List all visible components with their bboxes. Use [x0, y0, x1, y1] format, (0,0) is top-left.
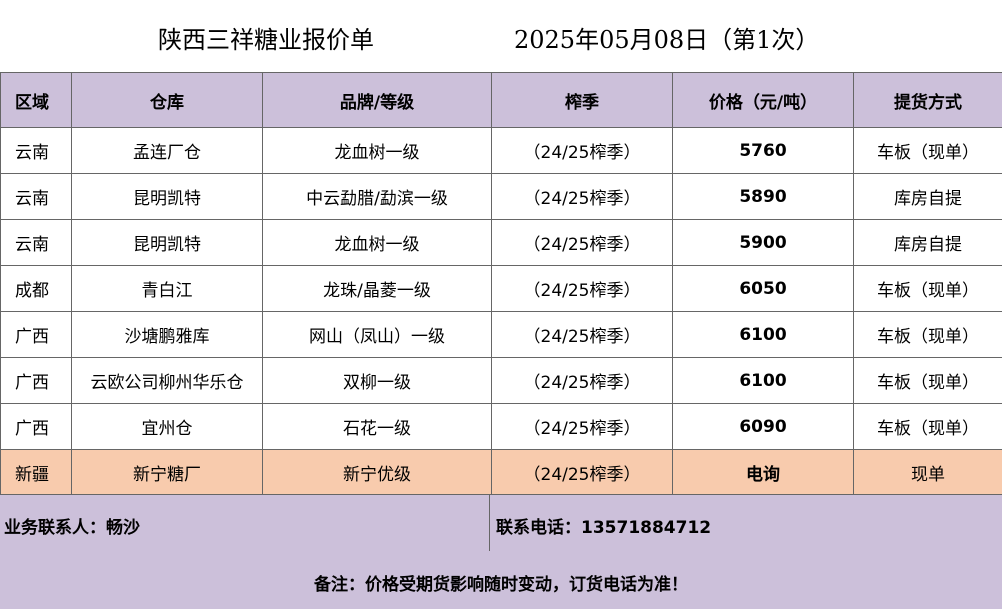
season-cell: （24/25榨季） — [491, 219, 673, 266]
season-cell: （24/25榨季） — [491, 403, 673, 450]
delivery-cell: 车板（现单） — [853, 403, 1002, 450]
table-row: 成都 青白江 龙珠/晶菱一级 （24/25榨季） 6050 车板（现单） — [0, 265, 1002, 312]
remark-row: 备注：价格受期货影响随时变动，订货电话为准！ — [0, 551, 1002, 609]
region-cell: 成都 — [0, 265, 72, 312]
contact-person: 业务联系人：畅沙 — [4, 518, 140, 538]
contact-phone: 联系电话：13571884712 — [496, 518, 712, 538]
price-cell: 6100 — [672, 311, 854, 358]
brand-cell: 石花一级 — [262, 403, 492, 450]
delivery-cell: 库房自提 — [853, 219, 1002, 266]
brand-cell: 双柳一级 — [262, 357, 492, 404]
delivery-cell: 车板（现单） — [853, 357, 1002, 404]
season-cell: （24/25榨季） — [491, 127, 673, 174]
price-cell: 6050 — [672, 265, 854, 312]
table-row: 广西 云欧公司柳州华乐仓 双柳一级 （24/25榨季） 6100 车板（现单） — [0, 357, 1002, 404]
warehouse-cell: 新宁糖厂 — [71, 449, 263, 496]
price-table: 区域 仓库 品牌/等级 榨季 价格（元/吨） 提货方式 云南 孟连厂仓 龙血树一… — [0, 72, 1002, 496]
table-row: 云南 昆明凯特 中云勐腊/勐滨一级 （24/25榨季） 5890 库房自提 — [0, 173, 1002, 220]
region-cell: 广西 — [0, 403, 72, 450]
column-header: 品牌/等级 — [262, 72, 492, 128]
season-cell: （24/25榨季） — [491, 357, 673, 404]
brand-cell: 龙血树一级 — [262, 127, 492, 174]
table-row-highlighted: 新疆 新宁糖厂 新宁优级 （24/25榨季） 电询 现单 — [0, 449, 1002, 496]
delivery-cell: 现单 — [853, 449, 1002, 496]
contact-row: 业务联系人：畅沙 联系电话：13571884712 — [0, 494, 1002, 552]
sheet-title: 陕西三祥糖业报价单 — [158, 26, 374, 54]
brand-cell: 网山（凤山）一级 — [262, 311, 492, 358]
column-header: 提货方式 — [853, 72, 1002, 128]
price-cell: 5900 — [672, 219, 854, 266]
contact-phone-cell: 联系电话：13571884712 — [490, 495, 1002, 551]
title-row: 陕西三祥糖业报价单 2025年05月08日（第1次） — [0, 0, 1002, 73]
price-cell: 电询 — [672, 449, 854, 496]
table-row: 云南 昆明凯特 龙血树一级 （24/25榨季） 5900 库房自提 — [0, 219, 1002, 266]
delivery-cell: 车板（现单） — [853, 311, 1002, 358]
delivery-cell: 车板（现单） — [853, 265, 1002, 312]
delivery-cell: 库房自提 — [853, 173, 1002, 220]
column-header: 区域 — [0, 72, 72, 128]
season-cell: （24/25榨季） — [491, 311, 673, 358]
warehouse-cell: 青白江 — [71, 265, 263, 312]
warehouse-cell: 沙塘鹏雅库 — [71, 311, 263, 358]
region-cell: 新疆 — [0, 449, 72, 496]
table-row: 广西 宜州仓 石花一级 （24/25榨季） 6090 车板（现单） — [0, 403, 1002, 450]
brand-cell: 新宁优级 — [262, 449, 492, 496]
season-cell: （24/25榨季） — [491, 449, 673, 496]
delivery-cell: 车板（现单） — [853, 127, 1002, 174]
warehouse-cell: 昆明凯特 — [71, 219, 263, 266]
table-row: 云南 孟连厂仓 龙血树一级 （24/25榨季） 5760 车板（现单） — [0, 127, 1002, 174]
brand-cell: 中云勐腊/勐滨一级 — [262, 173, 492, 220]
column-header: 价格（元/吨） — [672, 72, 854, 128]
sheet-date: 2025年05月08日（第1次） — [514, 26, 820, 54]
brand-cell: 龙珠/晶菱一级 — [262, 265, 492, 312]
remark-text: 备注：价格受期货影响随时变动，订货电话为准！ — [314, 575, 688, 595]
warehouse-cell: 孟连厂仓 — [71, 127, 263, 174]
contact-person-cell: 业务联系人：畅沙 — [0, 495, 490, 551]
warehouse-cell: 云欧公司柳州华乐仓 — [71, 357, 263, 404]
season-cell: （24/25榨季） — [491, 173, 673, 220]
warehouse-cell: 昆明凯特 — [71, 173, 263, 220]
region-cell: 云南 — [0, 127, 72, 174]
price-cell: 5890 — [672, 173, 854, 220]
column-header: 榨季 — [491, 72, 673, 128]
brand-cell: 龙血树一级 — [262, 219, 492, 266]
region-cell: 云南 — [0, 173, 72, 220]
region-cell: 云南 — [0, 219, 72, 266]
column-header: 仓库 — [71, 72, 263, 128]
season-cell: （24/25榨季） — [491, 265, 673, 312]
region-cell: 广西 — [0, 357, 72, 404]
price-cell: 5760 — [672, 127, 854, 174]
warehouse-cell: 宜州仓 — [71, 403, 263, 450]
table-header-row: 区域 仓库 品牌/等级 榨季 价格（元/吨） 提货方式 — [0, 72, 1002, 128]
table-row: 广西 沙塘鹏雅库 网山（凤山）一级 （24/25榨季） 6100 车板（现单） — [0, 311, 1002, 358]
price-cell: 6100 — [672, 357, 854, 404]
price-cell: 6090 — [672, 403, 854, 450]
region-cell: 广西 — [0, 311, 72, 358]
